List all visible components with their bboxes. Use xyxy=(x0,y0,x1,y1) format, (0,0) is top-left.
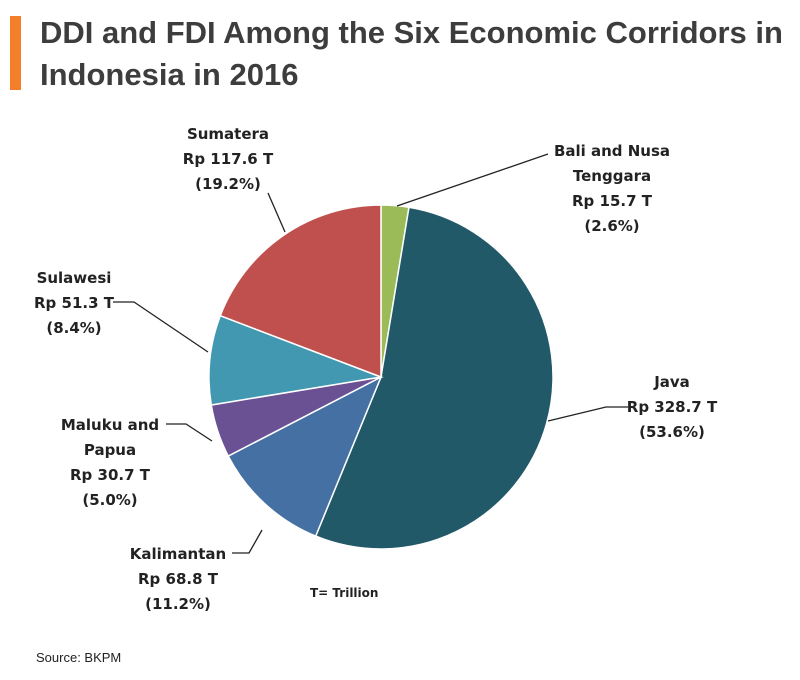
slice-label: Tenggara xyxy=(573,167,651,185)
slice-label: Sulawesi xyxy=(37,269,112,287)
slice-label: Rp 68.8 T xyxy=(138,570,219,588)
leader-line xyxy=(166,423,213,442)
slice-label: (2.6%) xyxy=(584,217,639,235)
slice-label: Rp 15.7 T xyxy=(572,192,653,210)
slice-label: Rp 117.6 T xyxy=(183,150,274,168)
unit-note: T= Trillion xyxy=(310,586,378,600)
leader-line xyxy=(267,192,286,233)
slice-label: Rp 30.7 T xyxy=(70,466,151,484)
slice-label: Papua xyxy=(84,441,136,459)
pie-slice-java xyxy=(314,206,554,550)
leader-line xyxy=(396,153,549,207)
title-accent-bar xyxy=(10,16,21,90)
slice-label: Bali and Nusa xyxy=(554,142,670,160)
chart-title: DDI and FDI Among the Six Economic Corri… xyxy=(40,15,783,92)
slice-label: Rp 51.3 T xyxy=(34,294,115,312)
pie-slice-sumatera xyxy=(219,204,382,379)
pie-slice-sulawesi xyxy=(208,314,384,406)
slice-label: (19.2%) xyxy=(195,175,261,193)
leader-line xyxy=(547,406,628,422)
slice-label: Sumatera xyxy=(187,125,269,143)
slice-label: Maluku and xyxy=(61,416,159,434)
slice-label: (11.2%) xyxy=(145,595,211,613)
slice-label: Rp 328.7 T xyxy=(627,398,718,416)
pie-slice-kalimantan xyxy=(227,375,383,538)
slice-label: Java xyxy=(653,373,690,391)
leader-line xyxy=(232,529,263,554)
leader-line xyxy=(113,301,209,353)
source-note: Source: BKPM xyxy=(36,650,122,665)
slice-label: (5.0%) xyxy=(82,491,137,509)
slice-label: (8.4%) xyxy=(46,319,101,337)
slice-label: Kalimantan xyxy=(130,545,226,563)
slice-label: (53.6%) xyxy=(639,423,705,441)
